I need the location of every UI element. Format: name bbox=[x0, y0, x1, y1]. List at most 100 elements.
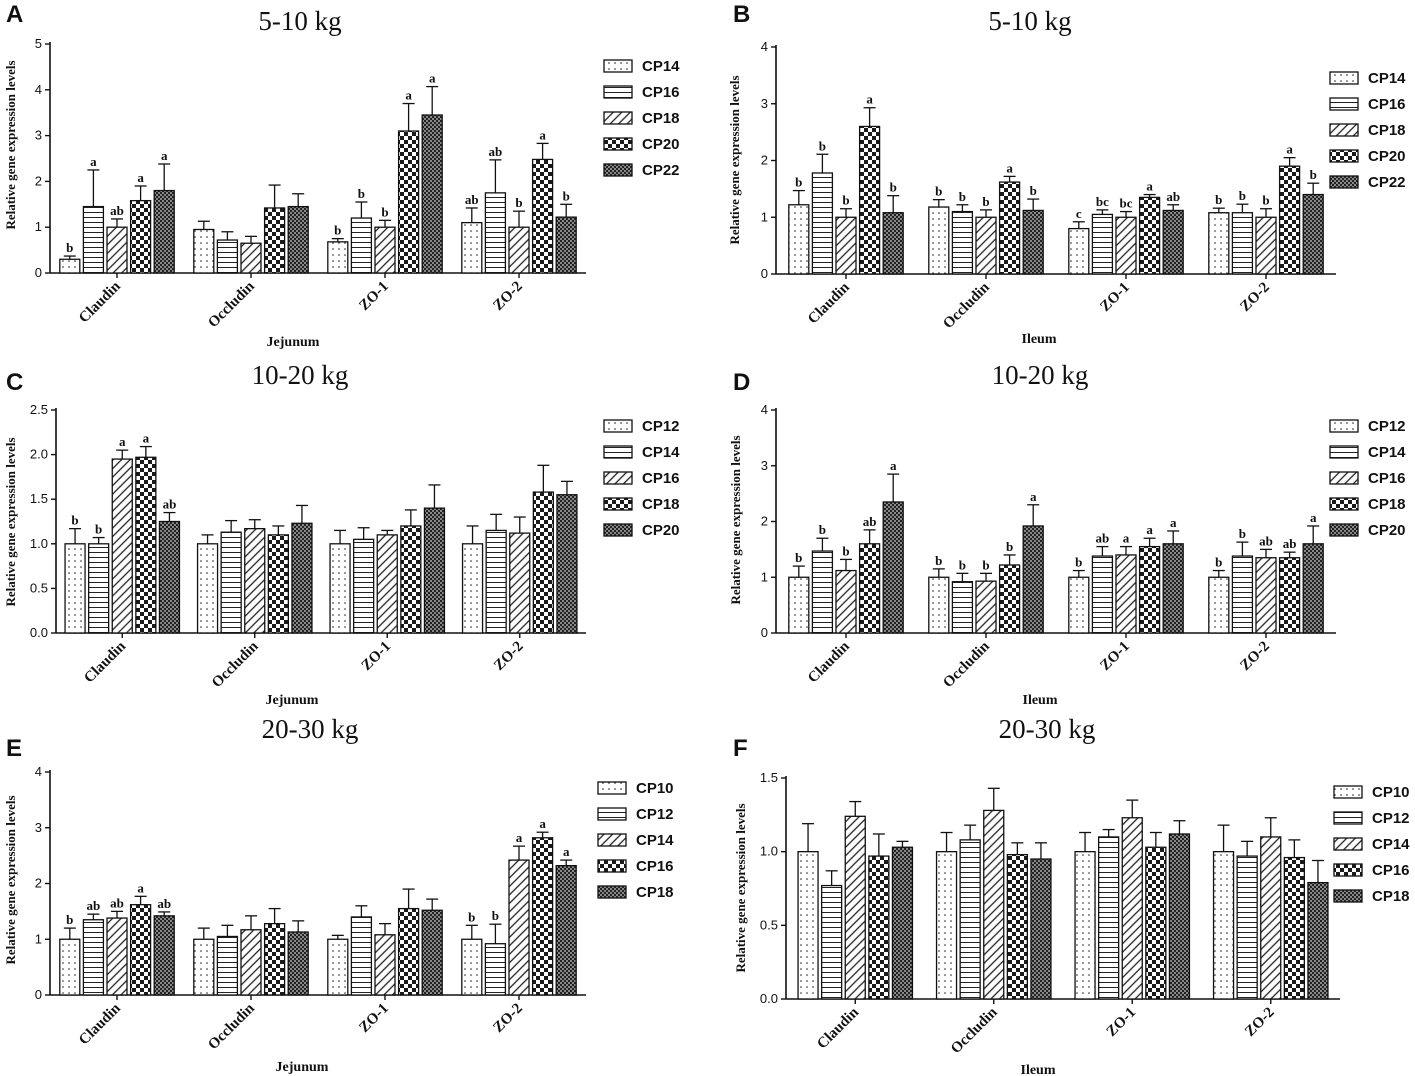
bar bbox=[1068, 227, 1090, 275]
bar bbox=[397, 130, 420, 274]
y-tick-label: 3 bbox=[761, 96, 768, 111]
bar bbox=[196, 543, 219, 634]
panel-letter: B bbox=[733, 1, 750, 28]
legend-swatch bbox=[1329, 71, 1359, 85]
bar bbox=[1278, 557, 1301, 634]
bar bbox=[811, 172, 834, 275]
category-label: ZO-2 bbox=[490, 1001, 525, 1036]
legend-label: CP12 bbox=[1372, 810, 1410, 827]
y-axis-title: Relative gene expression levels bbox=[3, 795, 18, 964]
bar bbox=[531, 158, 554, 274]
category-label: ZO-1 bbox=[359, 639, 394, 674]
bar bbox=[106, 226, 128, 274]
bar bbox=[1115, 216, 1137, 275]
bar bbox=[531, 837, 554, 996]
significance-label: b bbox=[819, 522, 826, 537]
y-axis-title: Relative gene expression levels bbox=[3, 60, 18, 229]
panel-f: F 20-30 kg Relative gene expression leve… bbox=[733, 714, 1410, 1076]
y-tick-label: 1 bbox=[761, 569, 768, 584]
bar bbox=[327, 938, 349, 996]
legend-swatch bbox=[597, 833, 627, 847]
bar bbox=[240, 929, 262, 996]
bar bbox=[858, 543, 881, 634]
significance-label: a bbox=[1286, 142, 1293, 157]
bar bbox=[1231, 555, 1254, 634]
bar bbox=[998, 181, 1021, 275]
y-tick-label: 2 bbox=[35, 173, 42, 188]
panel-title: 10-20 kg bbox=[992, 360, 1089, 390]
y-tick-label: 0 bbox=[761, 266, 768, 281]
bar bbox=[263, 922, 286, 996]
bar bbox=[240, 242, 262, 274]
significance-label: b bbox=[1239, 188, 1246, 203]
significance-label: b bbox=[1310, 167, 1317, 182]
bar bbox=[788, 204, 810, 275]
bar bbox=[928, 576, 950, 634]
legend-swatch bbox=[603, 523, 633, 537]
panel-letter: D bbox=[733, 369, 750, 396]
bar bbox=[788, 576, 810, 634]
panel-e: E 20-30 kg Relative gene expression leve… bbox=[3, 714, 674, 1075]
legend-swatch bbox=[1333, 889, 1363, 903]
legend-swatch bbox=[603, 163, 633, 177]
bar bbox=[153, 189, 175, 274]
category-label: ZO-2 bbox=[491, 639, 526, 674]
legend-swatch bbox=[1329, 97, 1359, 111]
category-label: ZO-1 bbox=[356, 1001, 391, 1036]
bar bbox=[484, 943, 507, 996]
panel-d: D 10-20 kg Relative gene expression leve… bbox=[728, 360, 1406, 708]
y-tick-label: 0.0 bbox=[760, 991, 778, 1006]
bar bbox=[555, 216, 577, 274]
y-axis-title: Relative gene expression levels bbox=[733, 803, 748, 972]
y-axis-title: Relative gene expression levels bbox=[3, 437, 18, 606]
significance-label: a bbox=[866, 92, 873, 107]
legend-swatch bbox=[603, 85, 633, 99]
bar bbox=[1302, 193, 1324, 275]
x-axis-title: Ileum bbox=[1022, 332, 1057, 347]
bar bbox=[400, 525, 422, 634]
bar bbox=[821, 884, 843, 1000]
significance-label: b bbox=[1215, 192, 1222, 207]
bar bbox=[868, 855, 890, 1000]
panel-letter: A bbox=[6, 1, 23, 28]
significance-label: a bbox=[516, 830, 523, 845]
category-label: ZO-2 bbox=[490, 279, 525, 314]
bar bbox=[153, 915, 175, 996]
panel-letter: E bbox=[6, 735, 22, 762]
legend-swatch bbox=[1329, 471, 1359, 485]
bar bbox=[352, 538, 375, 634]
bar bbox=[1074, 851, 1096, 1000]
significance-label: ab bbox=[110, 203, 124, 218]
significance-label: b bbox=[563, 188, 570, 203]
y-tick-label: 1.0 bbox=[760, 844, 778, 859]
bar bbox=[1098, 836, 1120, 1000]
y-tick-label: 1.5 bbox=[760, 770, 778, 785]
bar bbox=[959, 839, 981, 1000]
bar bbox=[1302, 543, 1324, 634]
significance-label: b bbox=[1239, 526, 1246, 541]
bar bbox=[376, 534, 398, 634]
significance-label: b bbox=[95, 522, 102, 537]
y-tick-label: 4 bbox=[761, 39, 768, 54]
category-label: Occludin bbox=[948, 1004, 1001, 1057]
legend-label: CP16 bbox=[1372, 862, 1410, 879]
significance-label: b bbox=[492, 908, 499, 923]
y-tick-label: 3 bbox=[35, 128, 42, 143]
bar bbox=[287, 205, 309, 274]
panel-letter: C bbox=[6, 369, 23, 396]
bar bbox=[1006, 853, 1028, 1000]
bar bbox=[1260, 836, 1282, 1000]
legend-swatch bbox=[603, 445, 633, 459]
legend-label: CP14 bbox=[1368, 70, 1406, 87]
legend-label: CP14 bbox=[1372, 836, 1410, 853]
legend-swatch bbox=[603, 137, 633, 151]
bar bbox=[975, 580, 997, 634]
legend-label: CP16 bbox=[1368, 470, 1406, 487]
bar bbox=[858, 125, 881, 275]
bar bbox=[1212, 851, 1235, 1000]
bar bbox=[1121, 817, 1143, 1000]
legend-label: CP18 bbox=[636, 884, 674, 901]
bar bbox=[1145, 846, 1167, 1000]
bar bbox=[461, 938, 483, 996]
